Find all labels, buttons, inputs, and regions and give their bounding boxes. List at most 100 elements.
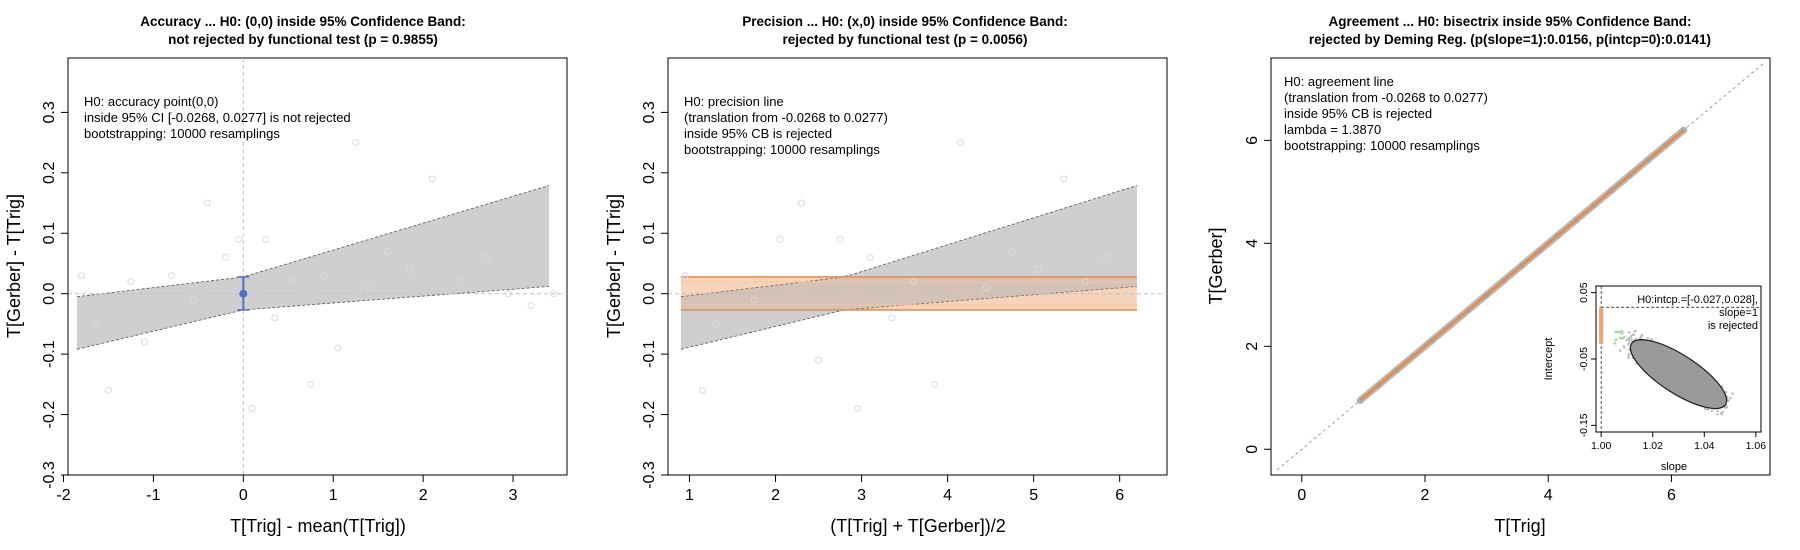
inset-annotation-line3: is rejected [1708, 320, 1758, 332]
data-point [866, 253, 874, 261]
confidence-band-lower [76, 286, 550, 350]
x-tick-label: 6 [1115, 487, 1124, 504]
y-tick-label: 0.1 [641, 222, 658, 244]
y-axis-ticks: -0.3 -0.2 -0.1 0.0 0.1 0.2 0.3 [41, 101, 69, 489]
data-point [1008, 247, 1016, 255]
bootstrap-point [1630, 339, 1633, 342]
bootstrap-point [1627, 353, 1631, 356]
bootstrap-point [1634, 337, 1638, 340]
regression-lines-layer [1276, 62, 1765, 471]
data-point [1501, 277, 1507, 283]
bootstrap-point [1731, 392, 1734, 395]
x-tick-label: -2 [56, 487, 70, 504]
accuracy-title-line2: not rejected by functional test (p = 0.9… [168, 32, 438, 47]
bootstrap-point [1626, 338, 1629, 341]
bootstrap-point [1619, 349, 1622, 352]
bootstrap-point [1723, 406, 1727, 409]
inset-y-tick-label: 0.05 [1578, 282, 1590, 303]
data-point [1483, 292, 1489, 298]
data-point [1591, 202, 1597, 208]
bootstrap-point [1726, 398, 1730, 402]
data-point [203, 199, 211, 207]
bootstrap-point [1627, 356, 1630, 359]
data-point [1447, 322, 1453, 328]
inset-x-ticks: 1.00 1.02 1.04 1.06 [1591, 432, 1766, 452]
x-tick-label: 4 [943, 487, 952, 504]
agreement-annotation-line3: inside 95% CB is rejected [1284, 106, 1432, 121]
data-point [681, 272, 689, 280]
y-tick-label: 0.1 [41, 222, 58, 244]
y-axis-ticks: 0 2 4 6 [1244, 136, 1272, 454]
x-tick-label: 1 [685, 487, 694, 504]
bootstrap-point-green [1621, 336, 1625, 340]
data-point [262, 235, 270, 243]
data-point [334, 344, 342, 352]
data-point [167, 272, 175, 280]
agreement-annotation-line4: lambda = 1.3870 [1284, 122, 1381, 137]
h0-segment [1599, 307, 1604, 344]
x-tick-label: 3 [857, 487, 866, 504]
accuracy-title-line1: Accuracy ... H0: (0,0) inside 95% Confid… [140, 14, 466, 29]
data-point [1663, 142, 1669, 148]
confidence-band-upper [680, 185, 1138, 298]
bootstrap-point [1721, 385, 1724, 388]
agreement-annotation-line5: bootstrapping: 10000 resamplings [1284, 138, 1480, 153]
data-point [1627, 172, 1633, 178]
data-point [1519, 262, 1525, 268]
data-point [482, 253, 490, 261]
y-tick-label: 4 [1244, 239, 1261, 248]
y-tick-label: 6 [1244, 136, 1261, 145]
x-axis-label: (T[Trig] + T[Gerber])/2 [830, 516, 1006, 536]
y-tick-label: -0.3 [641, 461, 658, 489]
data-point [733, 278, 741, 286]
inset-plot-body [1599, 286, 1761, 432]
bootstrap-point [1724, 390, 1728, 394]
bootstrap-point [1716, 409, 1719, 413]
precision-plot: Precision ... H0: (x,0) inside 95% Confi… [604, 14, 1168, 536]
data-point [776, 235, 784, 243]
precision-annotation-line1: H0: precision line [684, 94, 784, 109]
data-point [1357, 397, 1363, 403]
data-points-layer [681, 139, 1132, 413]
bootstrap-point-green [1620, 332, 1624, 335]
data-point [127, 278, 135, 286]
slope-intercept-inset: 1.00 1.02 1.04 1.06 -0.15 -0.05 0.05 H0:intcp… [1539, 282, 1769, 473]
data-point [1537, 247, 1543, 253]
accuracy-annotation-line2: inside 95% CI [-0.0268, 0.0277] is not r… [84, 110, 351, 125]
data-point [1103, 253, 1111, 261]
x-axis-label: T[Trig] - mean(T[Trig]) [230, 516, 406, 536]
confidence-band [77, 185, 549, 350]
bootstrap-point [1639, 336, 1642, 339]
bootstrap-point [1720, 413, 1723, 416]
data-point [1060, 175, 1068, 183]
data-point [750, 296, 758, 304]
data-point [698, 386, 706, 394]
data-point [1681, 127, 1687, 133]
x-axis-ticks: -2 -1 0 1 2 3 [56, 474, 518, 504]
y-tick-label: -0.1 [641, 340, 658, 368]
bootstrap-point [1710, 409, 1714, 412]
data-point [836, 235, 844, 243]
x-tick-label: 4 [1544, 487, 1553, 504]
y-tick-label: 0.2 [641, 162, 658, 184]
inset-y-tick-label: -0.15 [1578, 413, 1590, 437]
accuracy-annotation-line1: H0: accuracy point(0,0) [84, 94, 218, 109]
data-point [190, 296, 198, 304]
precision-annotation-line4: bootstrapping: 10000 resamplings [684, 142, 880, 157]
inset-x-tick-label: 1.00 [1591, 440, 1612, 452]
accuracy-plot: Accuracy ... H0: (0,0) inside 95% Confid… [4, 14, 568, 536]
x-tick-label: 5 [1029, 487, 1038, 504]
reference-lines-layer [68, 58, 567, 475]
data-point [527, 302, 535, 310]
data-point [235, 235, 243, 243]
inset-y-ticks: -0.15 -0.05 0.05 [1578, 282, 1596, 437]
data-point [1375, 382, 1381, 388]
precision-annotation-line3: inside 95% CB is rejected [684, 126, 832, 141]
agreement-annotation-line1: H0: agreement line [1284, 74, 1394, 89]
data-point [352, 139, 360, 147]
bootstrap-point [1623, 346, 1626, 349]
confidence-band [680, 185, 1137, 350]
bootstrap-point [1721, 410, 1724, 414]
y-tick-label: 0.3 [41, 101, 58, 123]
